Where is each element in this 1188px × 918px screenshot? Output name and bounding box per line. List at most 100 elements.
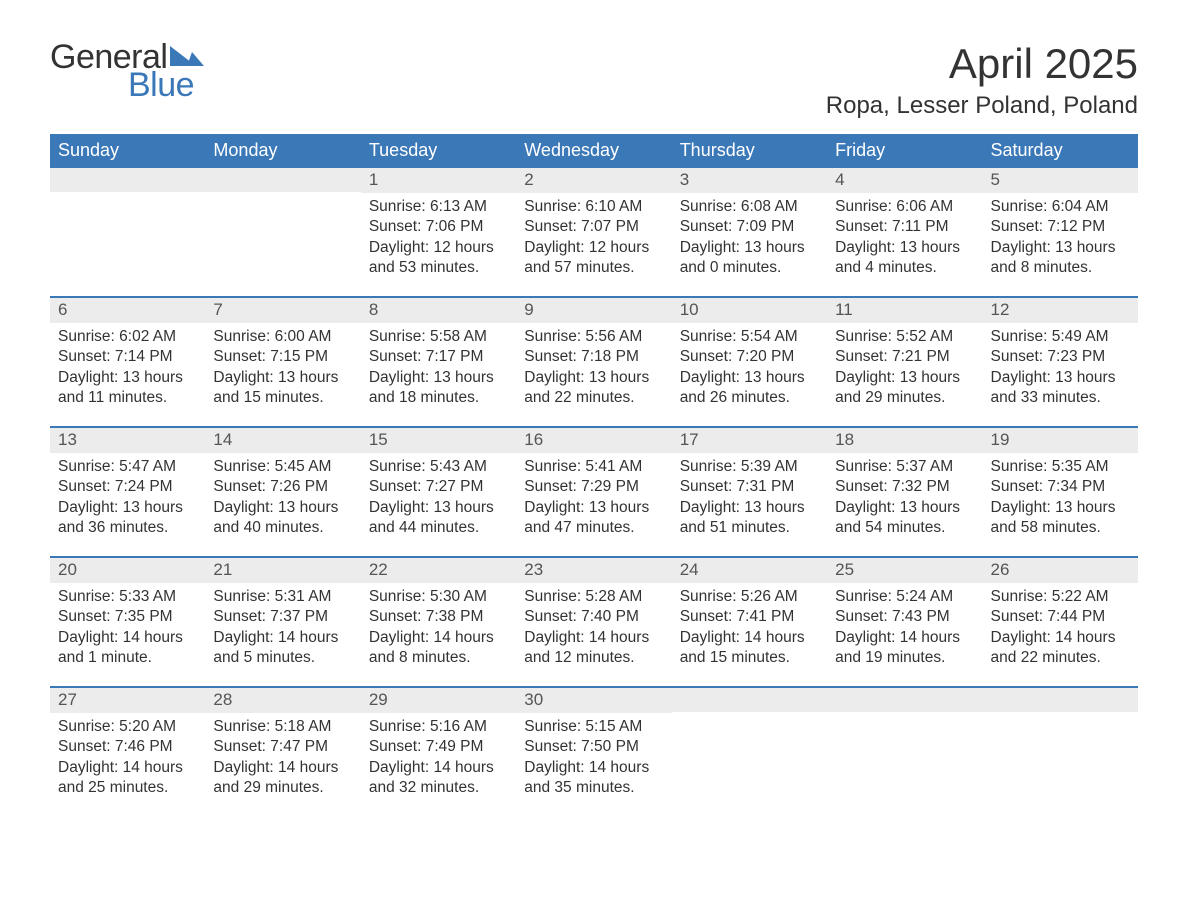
daylight-text: Daylight: 13 hours and 8 minutes. [991, 238, 1130, 279]
dow-wednesday: Wednesday [516, 134, 671, 168]
day-cell: 26Sunrise: 5:22 AMSunset: 7:44 PMDayligh… [983, 558, 1138, 686]
daylight-text: Daylight: 13 hours and 0 minutes. [680, 238, 819, 279]
sunrise-text: Sunrise: 5:49 AM [991, 327, 1130, 347]
sunset-text: Sunset: 7:50 PM [524, 737, 663, 757]
logo: General Blue [50, 40, 204, 102]
day-cell: 5Sunrise: 6:04 AMSunset: 7:12 PMDaylight… [983, 168, 1138, 296]
daylight-text: Daylight: 13 hours and 33 minutes. [991, 368, 1130, 409]
day-cell: 19Sunrise: 5:35 AMSunset: 7:34 PMDayligh… [983, 428, 1138, 556]
day-number: 12 [983, 298, 1138, 323]
sunset-text: Sunset: 7:20 PM [680, 347, 819, 367]
day-cell [983, 688, 1138, 816]
day-details: Sunrise: 5:47 AMSunset: 7:24 PMDaylight:… [50, 453, 205, 539]
daylight-text: Daylight: 14 hours and 1 minute. [58, 628, 197, 669]
dow-thursday: Thursday [672, 134, 827, 168]
day-cell: 28Sunrise: 5:18 AMSunset: 7:47 PMDayligh… [205, 688, 360, 816]
daylight-text: Daylight: 13 hours and 11 minutes. [58, 368, 197, 409]
sunrise-text: Sunrise: 6:13 AM [369, 197, 508, 217]
daylight-text: Daylight: 13 hours and 26 minutes. [680, 368, 819, 409]
daylight-text: Daylight: 13 hours and 54 minutes. [835, 498, 974, 539]
day-number: 13 [50, 428, 205, 453]
day-details: Sunrise: 5:45 AMSunset: 7:26 PMDaylight:… [205, 453, 360, 539]
sunrise-text: Sunrise: 5:31 AM [213, 587, 352, 607]
sunset-text: Sunset: 7:49 PM [369, 737, 508, 757]
day-number: 27 [50, 688, 205, 713]
sunrise-text: Sunrise: 5:18 AM [213, 717, 352, 737]
day-cell: 25Sunrise: 5:24 AMSunset: 7:43 PMDayligh… [827, 558, 982, 686]
day-number: 16 [516, 428, 671, 453]
daylight-text: Daylight: 13 hours and 36 minutes. [58, 498, 197, 539]
day-number: 28 [205, 688, 360, 713]
day-cell [827, 688, 982, 816]
title-block: April 2025 Ropa, Lesser Poland, Poland [826, 40, 1138, 120]
day-details: Sunrise: 5:52 AMSunset: 7:21 PMDaylight:… [827, 323, 982, 409]
daylight-text: Daylight: 13 hours and 47 minutes. [524, 498, 663, 539]
day-number: 11 [827, 298, 982, 323]
sunrise-text: Sunrise: 5:24 AM [835, 587, 974, 607]
sunrise-text: Sunrise: 5:33 AM [58, 587, 197, 607]
sunset-text: Sunset: 7:40 PM [524, 607, 663, 627]
day-cell: 3 Sunrise: 6:08 AMSunset: 7:09 PMDaylight… [672, 168, 827, 296]
logo-word-blue: Blue [128, 68, 204, 102]
daylight-text: Daylight: 13 hours and 15 minutes. [213, 368, 352, 409]
day-details: Sunrise: 6:06 AMSunset: 7:11 PMDaylight:… [827, 193, 982, 279]
day-number: 18 [827, 428, 982, 453]
day-number: 2 [516, 168, 671, 193]
sunset-text: Sunset: 7:15 PM [213, 347, 352, 367]
day-cell: 14Sunrise: 5:45 AMSunset: 7:26 PMDayligh… [205, 428, 360, 556]
sunset-text: Sunset: 7:18 PM [524, 347, 663, 367]
dow-sunday: Sunday [50, 134, 205, 168]
day-number: 4 [827, 168, 982, 193]
sunrise-text: Sunrise: 5:43 AM [369, 457, 508, 477]
day-number: 15 [361, 428, 516, 453]
daylight-text: Daylight: 12 hours and 53 minutes. [369, 238, 508, 279]
daylight-text: Daylight: 13 hours and 29 minutes. [835, 368, 974, 409]
sunset-text: Sunset: 7:31 PM [680, 477, 819, 497]
sunset-text: Sunset: 7:32 PM [835, 477, 974, 497]
sunset-text: Sunset: 7:34 PM [991, 477, 1130, 497]
sunrise-text: Sunrise: 6:08 AM [680, 197, 819, 217]
day-cell: 2Sunrise: 6:10 AMSunset: 7:07 PMDaylight… [516, 168, 671, 296]
sunrise-text: Sunrise: 6:02 AM [58, 327, 197, 347]
day-cell: 22Sunrise: 5:30 AMSunset: 7:38 PMDayligh… [361, 558, 516, 686]
sunrise-text: Sunrise: 5:54 AM [680, 327, 819, 347]
day-number: 23 [516, 558, 671, 583]
day-cell [672, 688, 827, 816]
sunrise-text: Sunrise: 5:30 AM [369, 587, 508, 607]
daylight-text: Daylight: 14 hours and 29 minutes. [213, 758, 352, 799]
sunset-text: Sunset: 7:29 PM [524, 477, 663, 497]
daylight-text: Daylight: 14 hours and 35 minutes. [524, 758, 663, 799]
sunrise-text: Sunrise: 5:22 AM [991, 587, 1130, 607]
sunset-text: Sunset: 7:23 PM [991, 347, 1130, 367]
sunset-text: Sunset: 7:35 PM [58, 607, 197, 627]
day-cell: 4Sunrise: 6:06 AMSunset: 7:11 PMDaylight… [827, 168, 982, 296]
day-details: Sunrise: 5:26 AMSunset: 7:41 PMDaylight:… [672, 583, 827, 669]
week-row: 1Sunrise: 6:13 AMSunset: 7:06 PMDaylight… [50, 168, 1138, 296]
daylight-text: Daylight: 14 hours and 12 minutes. [524, 628, 663, 669]
daylight-text: Daylight: 14 hours and 25 minutes. [58, 758, 197, 799]
sunset-text: Sunset: 7:09 PM [680, 217, 819, 237]
day-cell: 23Sunrise: 5:28 AMSunset: 7:40 PMDayligh… [516, 558, 671, 686]
day-number: 3 [672, 168, 827, 193]
day-details: Sunrise: 6:10 AMSunset: 7:07 PMDaylight:… [516, 193, 671, 279]
day-cell: 1Sunrise: 6:13 AMSunset: 7:06 PMDaylight… [361, 168, 516, 296]
day-number: 21 [205, 558, 360, 583]
sunrise-text: Sunrise: 5:16 AM [369, 717, 508, 737]
daylight-text: Daylight: 14 hours and 19 minutes. [835, 628, 974, 669]
day-details: Sunrise: 5:37 AMSunset: 7:32 PMDaylight:… [827, 453, 982, 539]
day-number: 22 [361, 558, 516, 583]
day-cell: 7Sunrise: 6:00 AMSunset: 7:15 PMDaylight… [205, 298, 360, 426]
day-details: Sunrise: 6:04 AMSunset: 7:12 PMDaylight:… [983, 193, 1138, 279]
day-details: Sunrise: 5:20 AMSunset: 7:46 PMDaylight:… [50, 713, 205, 799]
day-details: Sunrise: 5:24 AMSunset: 7:43 PMDaylight:… [827, 583, 982, 669]
sunrise-text: Sunrise: 5:45 AM [213, 457, 352, 477]
day-number: 29 [361, 688, 516, 713]
day-cell: 15Sunrise: 5:43 AMSunset: 7:27 PMDayligh… [361, 428, 516, 556]
day-number: 1 [361, 168, 516, 193]
day-cell: 10Sunrise: 5:54 AMSunset: 7:20 PMDayligh… [672, 298, 827, 426]
day-details: Sunrise: 5:35 AMSunset: 7:34 PMDaylight:… [983, 453, 1138, 539]
sunset-text: Sunset: 7:43 PM [835, 607, 974, 627]
sunrise-text: Sunrise: 5:39 AM [680, 457, 819, 477]
daylight-text: Daylight: 13 hours and 18 minutes. [369, 368, 508, 409]
day-details: Sunrise: 5:41 AMSunset: 7:29 PMDaylight:… [516, 453, 671, 539]
